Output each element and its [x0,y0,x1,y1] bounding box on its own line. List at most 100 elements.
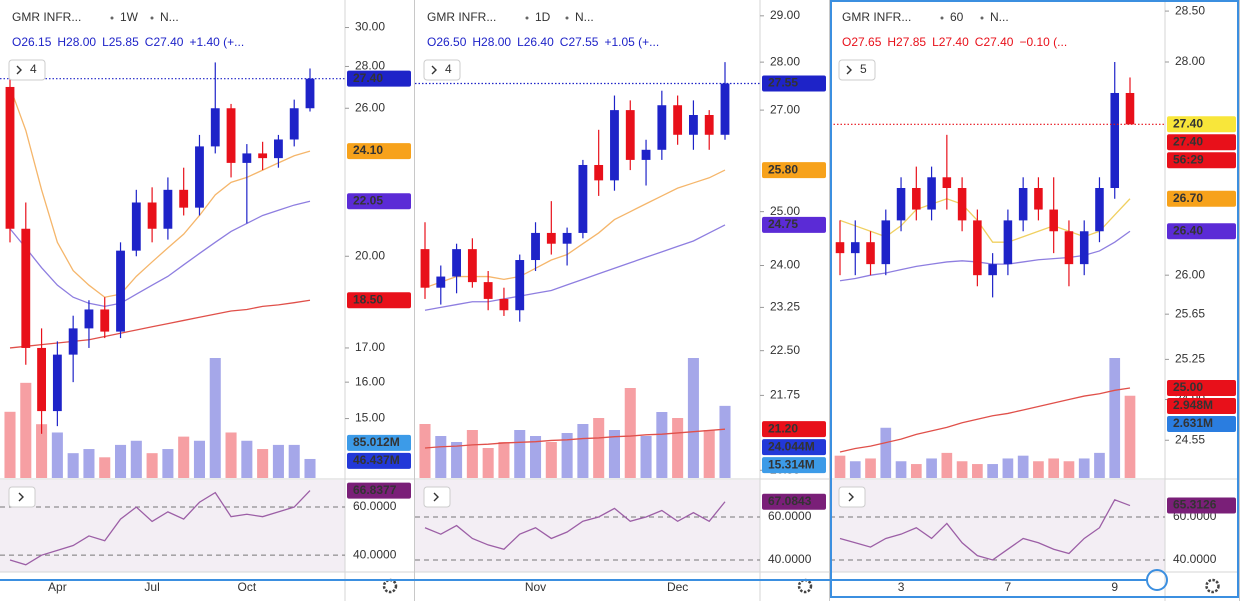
price-badge-label: 22.05 [353,193,383,207]
price-badge-label: 67.0843 [768,494,812,508]
exchange: N... [160,10,179,24]
volume-bar [466,430,478,478]
rsi-toggle[interactable] [838,486,866,508]
price-badge-label: 56:29 [1173,152,1204,166]
candle-body [927,177,936,210]
interval: 1D [535,10,551,24]
y-tick-label: 20.00 [355,248,385,262]
candle-body [610,110,619,181]
ohlc-legend: O26.50 H28.00 L26.40 C27.55 +1.05 (+... [427,35,659,49]
indicator-toggle[interactable] [8,59,46,81]
volume-bar [608,430,620,478]
indicator-toggle[interactable] [838,59,876,81]
volume-bar [624,388,636,478]
candle-body [896,188,906,221]
candle-body [1034,188,1043,210]
volume-bar [926,458,937,478]
settings-gear[interactable] [382,578,398,594]
chevron [18,492,24,502]
ohlc-value: L27.40 [932,35,969,49]
price-badge [762,162,826,179]
price-badge [1167,190,1236,207]
volume-bar [956,461,968,478]
rsi-line [839,498,1131,561]
rsi-tick-label: 40.0000 [1173,552,1217,566]
volume-bar [1048,458,1060,478]
price-badge [762,439,826,456]
volume-bar [272,444,284,478]
volume-bar [419,424,431,478]
video-scrubber[interactable] [1146,569,1168,591]
ohlc-value: C27.40 [975,35,1014,49]
candle-body [1049,209,1058,232]
price-badge [347,434,411,451]
volume-bar [1078,458,1090,478]
candle-body [1125,92,1135,125]
candle-body [850,242,860,254]
candle-body [942,177,952,189]
candle-body [594,164,604,181]
price-badge [347,193,411,210]
volume-bar [83,449,95,478]
candle-body [242,153,252,163]
candle-body [147,202,157,229]
exchange: N... [575,10,594,24]
volume-bar [288,444,300,478]
y-tick-label: 23.25 [770,300,800,314]
rsi-toggle[interactable] [423,486,451,508]
indicator-count: 5 [860,62,867,76]
chart-panel: 29.00 28.00 27.00 25.00 24.00 23.25 22.50 21.75… [415,0,830,601]
settings-gear[interactable] [1205,578,1220,594]
candle-body [704,115,714,135]
price-badge-label: 27.40 [1173,116,1203,130]
volume-bar [640,436,652,478]
settings-gear[interactable] [797,578,813,594]
price-badge [347,143,411,160]
y-tick-label: 21.75 [770,388,800,402]
price-badge [347,452,411,469]
separator-dot [565,16,569,20]
candle-body [289,108,299,140]
volume-bar [514,430,526,478]
price-badge [347,70,411,87]
volume-bar [972,464,983,478]
price-badge-label: 18.50 [353,292,383,306]
candle-body [531,232,540,261]
volume-bar [1002,458,1014,478]
candle-body [305,78,315,109]
price-badge [347,482,411,499]
candle-body [578,164,588,233]
volume-bar [530,436,542,478]
ohlc-value: H28.00 [57,35,96,49]
candle-body [179,189,189,208]
candle-body [1095,188,1104,232]
x-tick-label: Apr [48,580,67,594]
separator-dot [110,16,114,20]
price-badge-label: 26.70 [1173,191,1203,205]
volume-bar [593,418,605,478]
price-badge-label: 2.948M [1173,398,1213,412]
volume-bar [910,464,922,478]
moving-average [9,299,311,349]
price-badge-label: 27.40 [1173,134,1203,148]
candle-body [1018,188,1028,221]
ohlc-value: O26.15 [12,35,52,49]
x-tick-label: Dec [667,580,688,594]
candle-body [274,139,283,159]
ohlc-value: H27.85 [887,35,926,49]
separator-dot [940,16,944,20]
rsi-toggle[interactable] [8,486,36,508]
price-badge [762,421,826,438]
active-panel-border [830,0,1239,598]
candle-body [720,83,730,135]
candle-body [1064,231,1074,265]
x-tick-label: 9 [1111,580,1118,594]
indicator-toggle[interactable] [423,59,461,81]
volume-bar [941,452,953,478]
volume-bar [865,458,876,478]
candle-body [226,108,236,163]
candle-body [641,149,651,160]
candle-body [116,250,125,332]
candle-body [21,228,31,348]
chart-panel: 28.5028.0026.0025.6525.2524.9024.5537927… [830,0,1240,601]
